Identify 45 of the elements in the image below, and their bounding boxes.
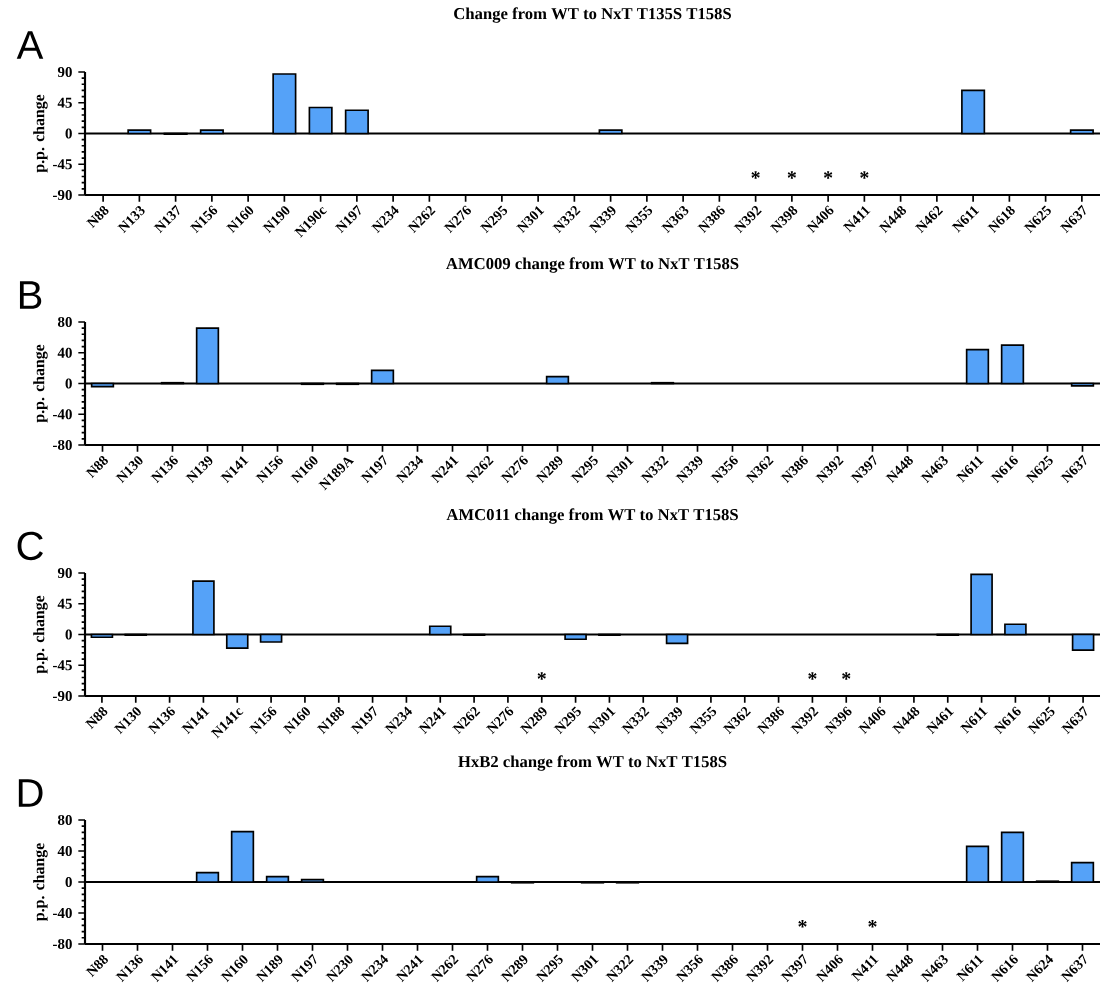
text: B — [19, 281, 42, 309]
text: C — [17, 531, 43, 561]
y-tick-label: 90 — [57, 66, 72, 78]
text: A — [16, 31, 44, 59]
data-label: * — [537, 672, 546, 680]
x-tick-label: N88 — [85, 954, 108, 978]
y-tick-label: -40 — [53, 907, 72, 919]
y-axis-title: p.p. change — [33, 595, 48, 674]
y-tick-label: 40 — [57, 845, 72, 857]
y-tick-label: -90 — [53, 690, 72, 702]
y-tick-label: -40 — [53, 409, 72, 420]
y-tick-label: -45 — [53, 159, 72, 170]
text: D — [18, 779, 43, 807]
x-tick-label: N88 — [86, 205, 109, 229]
data-label: * — [787, 171, 797, 179]
y-tick-label: 80 — [57, 814, 72, 826]
chart-title: AMC009 change from WT to NxT T158S — [446, 257, 739, 273]
data-label: * — [798, 920, 807, 928]
y-tick-label: -45 — [53, 660, 72, 671]
y-tick-label: 0 — [65, 378, 72, 389]
chart-title: AMC011 change from WT to NxT T158S — [446, 508, 738, 524]
chart-title: HxB2 change from WT to NxT T158S — [458, 755, 727, 771]
y-tick-label: 45 — [57, 598, 72, 609]
y-tick-label: 0 — [65, 876, 72, 888]
y-tick-label: -80 — [53, 439, 72, 451]
data-label: * — [808, 672, 817, 680]
y-tick-label: 0 — [65, 629, 72, 640]
y-tick-label: -80 — [53, 938, 72, 950]
data-label: * — [823, 171, 833, 179]
x-tick-label: N88 — [85, 455, 108, 479]
y-axis-title: p.p. change — [33, 843, 48, 921]
data-label: * — [868, 920, 877, 928]
y-tick-label: 0 — [65, 128, 72, 139]
y-tick-label: -90 — [53, 189, 72, 201]
x-tick-label: N88 — [84, 706, 108, 730]
data-label: * — [751, 171, 760, 179]
y-axis-title: p.p. change — [33, 94, 48, 173]
chart-title: Change from WT to NxT T135S T158S — [454, 7, 731, 23]
data-label: * — [842, 672, 851, 680]
y-axis-title: p.p. change — [33, 344, 48, 423]
y-tick-label: 45 — [57, 97, 72, 108]
y-tick-label: 40 — [57, 347, 72, 358]
y-tick-label: 90 — [57, 567, 72, 579]
y-tick-label: 80 — [57, 316, 72, 328]
data-label: * — [860, 171, 869, 179]
